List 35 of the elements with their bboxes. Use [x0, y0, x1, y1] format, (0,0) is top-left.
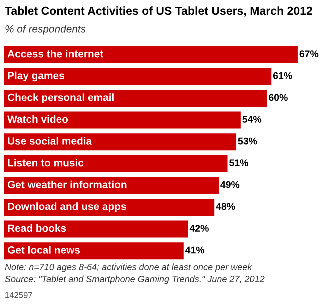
text: 142597 [6, 292, 32, 298]
y-tick-label: Get local news [8, 246, 80, 254]
data-label: 54% [242, 116, 262, 123]
data-label: 53% [238, 138, 258, 145]
y-tick-label: Get weather information [8, 180, 127, 188]
data-label: 51% [230, 160, 248, 167]
bar [4, 68, 272, 86]
y-tick-label: Access the internet [8, 50, 104, 58]
data-label: 41% [186, 246, 205, 254]
chart-subtitle: % of respondents [6, 25, 86, 35]
chart-title: Tablet Content Activities of US Tablet Users, March 2012 [5, 6, 312, 17]
bar [4, 46, 298, 64]
data-label: 48% [216, 203, 236, 210]
data-label: 67% [300, 50, 319, 58]
y-tick-label: Watch video [8, 115, 68, 124]
y-tick-label: Play games [8, 72, 64, 82]
data-label: 42% [190, 225, 209, 232]
bar [4, 242, 184, 260]
source-note: Source: "Tablet and Smartphone Gaming Trends," June 27, 2012 [5, 276, 265, 284]
data-label: 60% [269, 94, 288, 102]
y-tick-label: Download and use apps [8, 202, 126, 212]
bar [4, 134, 237, 151]
bar [4, 90, 268, 107]
bar [4, 177, 219, 194]
y-tick-label: Listen to music [8, 159, 84, 167]
data-label: 61% [273, 72, 292, 80]
bar [4, 199, 215, 216]
bar [4, 112, 241, 129]
bar [4, 220, 188, 238]
bar [4, 155, 228, 172]
text: Note: n=710 ages 8-64; activities done at least once per week [5, 264, 253, 272]
y-tick-label: Read books [8, 224, 66, 232]
y-tick-label: Use social media [8, 137, 92, 145]
y-tick-label: Check personal email [8, 94, 114, 104]
data-label: 49% [220, 181, 240, 188]
